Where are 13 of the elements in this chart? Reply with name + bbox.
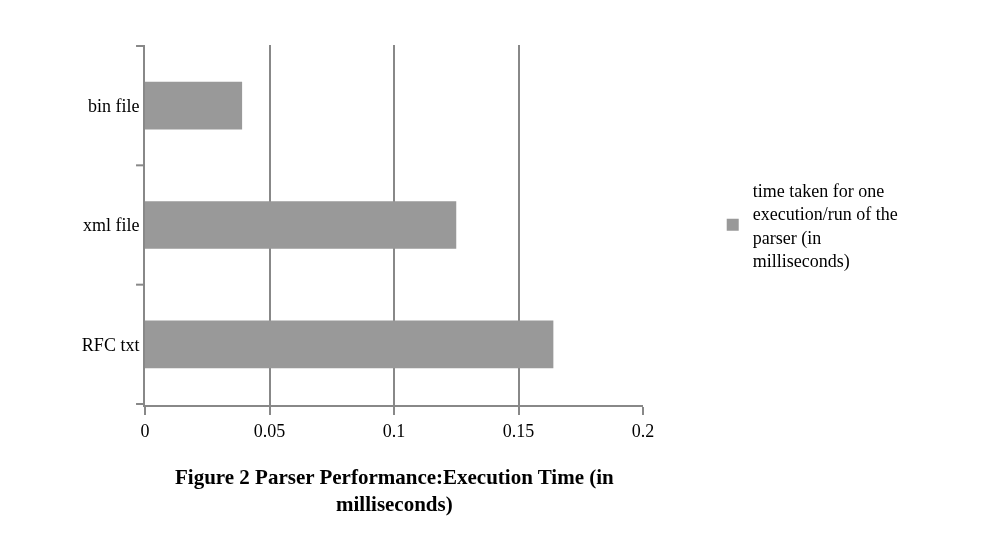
x-tick-label: 0.05 — [253, 420, 286, 441]
x-tick-label: 0.1 — [382, 420, 406, 441]
bar — [145, 81, 243, 130]
x-tick-label: 0.2 — [631, 420, 655, 441]
bar — [145, 201, 457, 249]
x-tick-label: 0.15 — [502, 420, 535, 441]
y-tick-label: RFC txt — [81, 334, 140, 355]
text: Figure 2 Parser Performance:Execution Time (in milliseconds) — [175, 465, 615, 517]
y-tick-label: xml file — [82, 215, 140, 236]
x-tick-label: 0 — [140, 420, 150, 441]
bar — [145, 320, 554, 369]
y-tick-label: bin file — [87, 95, 140, 116]
legend-label: time taken for one execution/run of the parser (in milliseconds) — [752, 180, 898, 272]
